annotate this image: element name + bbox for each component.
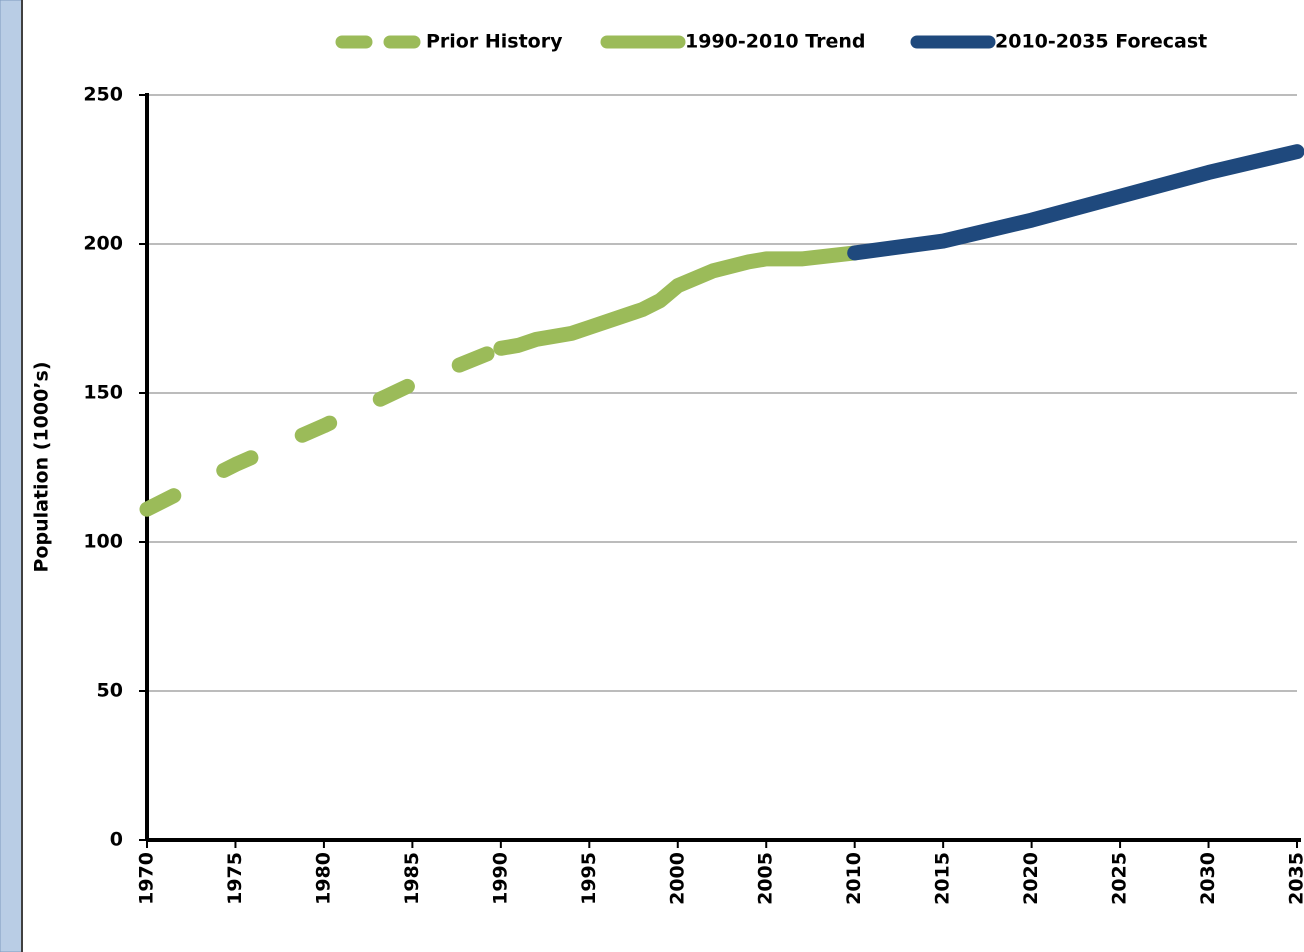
side-strip <box>0 0 23 952</box>
series-line <box>493 245 863 356</box>
x-tick-label: 2030 <box>1197 852 1219 905</box>
x-tick-label: 2010 <box>843 852 865 905</box>
x-tick-label: 2015 <box>932 852 954 905</box>
x-tick-label: 1975 <box>224 852 246 905</box>
legend-label: 2010-2035 Forecast <box>995 31 1207 53</box>
y-tick-label: 150 <box>83 382 123 404</box>
x-tick-label: 2020 <box>1020 852 1042 905</box>
y-tick-label: 0 <box>110 829 123 851</box>
y-axis-label: Population (1000’s) <box>31 361 53 572</box>
x-tick-label: 1995 <box>578 852 600 905</box>
legend-label: 1990-2010 Trend <box>685 31 866 53</box>
y-tick-label: 250 <box>83 84 123 106</box>
series-line <box>847 144 1304 261</box>
x-tick-label: 2025 <box>1109 852 1131 905</box>
y-tick-label: 50 <box>97 680 123 702</box>
series-line <box>139 340 509 517</box>
legend-label: Prior History <box>426 31 563 53</box>
x-tick-label: 1985 <box>401 852 423 905</box>
x-tick-label: 1970 <box>136 852 158 905</box>
x-tick-label: 2000 <box>666 852 688 905</box>
y-tick-label: 200 <box>83 233 123 255</box>
x-tick-label: 1990 <box>489 852 511 905</box>
x-tick-label: 2035 <box>1286 852 1304 905</box>
x-tick-label: 2005 <box>755 852 777 905</box>
y-tick-label: 100 <box>83 531 123 553</box>
x-tick-label: 1980 <box>312 852 334 905</box>
